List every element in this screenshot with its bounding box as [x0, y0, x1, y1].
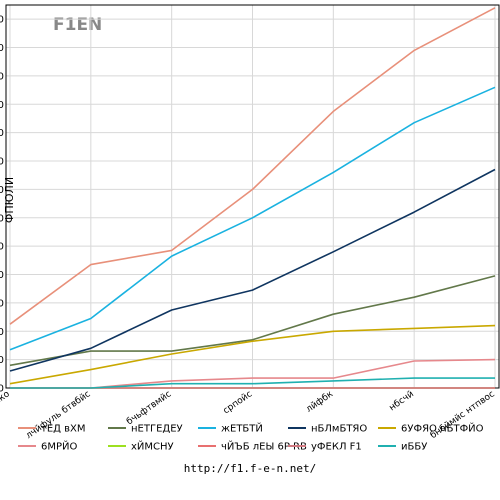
y-tick-label: 160: [0, 157, 4, 168]
legend-label: хЙМСНУ: [131, 440, 174, 453]
x-tick-label: лйфбк: [305, 389, 336, 415]
logo: F1EN: [50, 8, 102, 35]
x-tick-label: бчьфтвмйс: [125, 389, 173, 427]
y-tick-label: 20: [0, 355, 4, 366]
legend-label: нБЛмБТЯО: [311, 424, 367, 435]
x-tick-label: ввитеко: [0, 389, 12, 419]
y-tick-label: 260: [0, 15, 4, 26]
legend: тЕД вХМ нЕТГЕДЕУ жЕТБТЙ нБЛмБТЯО 6УФЯО нБТФЙ…: [18, 422, 484, 453]
series-line-4: [9, 324, 496, 385]
x-tick-label: нбсчй: [388, 389, 416, 413]
legend-label: 6УФЯО нБТФЙО: [401, 422, 484, 435]
legend-label: иББУ: [401, 442, 427, 453]
logo-text: F1EN: [53, 15, 102, 35]
series-line-0: [9, 7, 496, 325]
legend-label: тЕД вХМ: [41, 424, 86, 435]
grid: [6, 5, 499, 389]
y-tick-label: 0: [0, 384, 4, 395]
legend-label: 6МРЙО: [41, 440, 78, 453]
legend-label: чЙЪБ лЕЫ 6Р RB: [221, 440, 307, 453]
series-line-9: [10, 377, 495, 389]
x-tick-label: српойс: [222, 389, 255, 416]
legend-label: жЕТБТЙ: [221, 422, 263, 435]
y-axis-ticks: 0 20 40 60 80 100 120 140 160 180 200 220 240 260: [0, 15, 4, 395]
y-tick-label: 40: [0, 327, 4, 338]
y-tick-label: 220: [0, 71, 4, 82]
y-tick-label: 100: [0, 242, 4, 253]
series-line-2: [9, 86, 496, 351]
y-tick-label: 60: [0, 298, 4, 309]
series-line-1: [9, 275, 496, 367]
series-lines: [9, 7, 496, 389]
y-tick-label: 140: [0, 185, 4, 196]
series-line-3: [9, 168, 496, 372]
legend-label: нЕТГЕДЕУ: [131, 424, 183, 435]
y-tick-label: 240: [0, 43, 4, 54]
y-axis-title: ФПЮЛИ: [3, 177, 16, 223]
y-tick-label: 120: [0, 213, 4, 224]
y-tick-label: 200: [0, 100, 4, 111]
source-url: http://f1.f-e-n.net/: [184, 462, 316, 475]
y-tick-label: 80: [0, 270, 4, 281]
y-tick-label: 180: [0, 128, 4, 139]
legend-label: уФЕКЛ F1: [311, 442, 362, 453]
